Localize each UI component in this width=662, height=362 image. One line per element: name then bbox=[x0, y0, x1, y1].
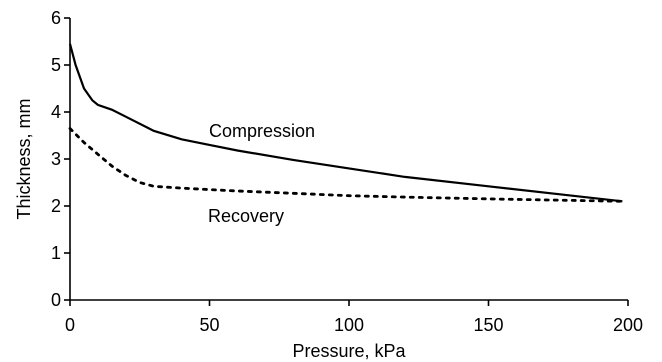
x-tick-label: 50 bbox=[199, 315, 219, 335]
y-tick-label: 6 bbox=[51, 8, 61, 28]
y-axis-title: Thickness, mm bbox=[14, 98, 34, 219]
y-tick-label: 5 bbox=[51, 55, 61, 75]
x-axis-title: Pressure, kPa bbox=[292, 341, 406, 361]
x-tick-label: 150 bbox=[473, 315, 503, 335]
recovery-label: Recovery bbox=[208, 206, 284, 226]
y-tick-label: 0 bbox=[51, 290, 61, 310]
y-tick-label: 2 bbox=[51, 196, 61, 216]
compression-label: Compression bbox=[209, 121, 315, 141]
y-axis-ticks: 0 1 2 3 4 5 6 bbox=[51, 8, 70, 310]
recovery-series-line bbox=[68, 127, 624, 203]
x-tick-label: 100 bbox=[334, 315, 364, 335]
y-tick-label: 3 bbox=[51, 149, 61, 169]
y-tick-label: 1 bbox=[51, 243, 61, 263]
compression-series-line bbox=[68, 43, 623, 203]
y-tick-label: 4 bbox=[51, 102, 61, 122]
x-tick-label: 0 bbox=[65, 315, 75, 335]
x-axis-ticks: 0 50 100 150 200 bbox=[65, 300, 643, 335]
x-tick-label: 200 bbox=[613, 315, 643, 335]
